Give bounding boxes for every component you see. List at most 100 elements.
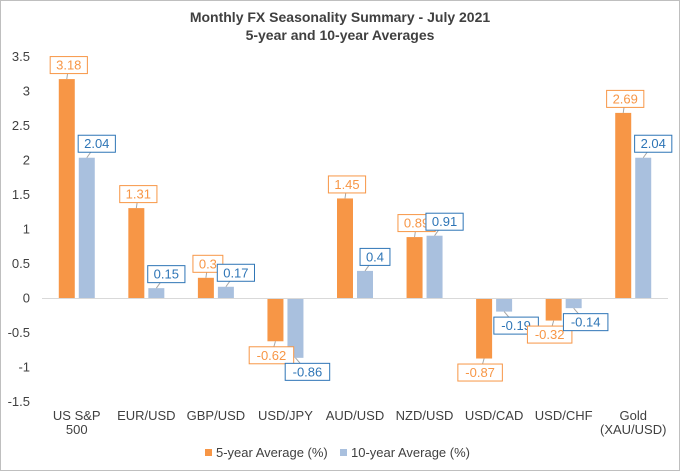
- label-box: [77, 134, 116, 153]
- x-tick-label: USD/JPY: [258, 408, 313, 423]
- data-label-10yr: 2.04: [77, 134, 116, 159]
- data-label-text: -0.87: [465, 365, 495, 380]
- data-label-10yr: 2.04: [634, 134, 673, 159]
- label-box: [457, 363, 503, 382]
- y-tick-label: 1.5: [12, 187, 30, 202]
- chart-subtitle: 5-year and 10-year Averages: [246, 27, 435, 43]
- legend-swatch-5yr: [205, 449, 212, 456]
- bar-5yr: [476, 298, 493, 359]
- bar-10yr: [426, 235, 443, 299]
- legend-swatch-10yr: [340, 449, 347, 456]
- data-label-5yr: -0.62: [248, 341, 295, 365]
- data-label-10yr: 0.91: [425, 212, 464, 237]
- data-label-10yr: 0.17: [216, 263, 255, 288]
- legend-label-10yr: 10-year Average (%): [351, 445, 470, 460]
- bar-10yr: [78, 157, 95, 299]
- label-box: [327, 175, 367, 194]
- data-label-text: 0.3: [199, 256, 217, 271]
- x-tick-label: 500: [66, 422, 88, 437]
- label-box: [248, 346, 295, 365]
- data-label-text: -0.62: [257, 348, 287, 363]
- label-box: [425, 212, 464, 231]
- data-label-10yr: 0.15: [147, 265, 186, 289]
- y-tick-label: 3.5: [12, 49, 30, 64]
- label-box: [49, 56, 88, 75]
- bar-5yr: [128, 208, 145, 299]
- bar-10yr: [635, 157, 652, 299]
- y-tick-label: -1.5: [8, 394, 30, 409]
- x-tick-label: USD/CAD: [465, 408, 524, 423]
- bar-5yr: [337, 198, 353, 299]
- bar-10yr: [287, 298, 304, 358]
- label-box: [119, 185, 158, 204]
- data-label-text: 3.18: [56, 58, 81, 73]
- bar-5yr: [406, 237, 423, 299]
- label-box: [562, 313, 609, 332]
- data-label-text: -0.19: [501, 318, 531, 333]
- label-box: [359, 247, 391, 266]
- data-label-5yr: 1.31: [119, 185, 158, 209]
- data-label-text: 0.89: [404, 216, 429, 231]
- x-tick-label: GBP/USD: [187, 408, 246, 423]
- y-tick-label: 2.5: [12, 118, 30, 133]
- bar-10yr: [148, 288, 165, 299]
- label-box: [147, 265, 186, 284]
- bar-10yr: [217, 286, 234, 299]
- y-tick-label: 0.5: [12, 256, 30, 271]
- data-label-10yr: -0.14: [562, 307, 609, 332]
- data-label-text: 1.45: [334, 177, 359, 192]
- y-tick-label: 0: [23, 291, 30, 306]
- data-label-5yr: 2.69: [606, 89, 645, 113]
- data-label-5yr: 0.3: [192, 254, 224, 278]
- bar-5yr: [267, 298, 284, 342]
- x-tick-label: US S&P: [53, 408, 101, 423]
- data-label-5yr: -0.32: [526, 320, 573, 344]
- bar-10yr: [565, 298, 582, 309]
- label-box: [606, 89, 645, 108]
- y-tick-label: 1: [23, 222, 30, 237]
- data-label-text: -0.32: [535, 327, 565, 342]
- bar-10yr: [496, 298, 513, 312]
- bar-5yr: [197, 277, 214, 299]
- data-label-text: 1.31: [126, 187, 151, 202]
- label-box: [526, 325, 573, 344]
- bar-5yr: [545, 298, 562, 321]
- x-tick-label: (XAU/USD): [600, 422, 666, 437]
- data-label-5yr: 1.45: [327, 175, 367, 199]
- y-tick-label: 3: [23, 84, 30, 99]
- data-label-text: 2.69: [613, 91, 638, 106]
- data-label-text: 0.4: [366, 249, 384, 264]
- bar-5yr: [58, 79, 75, 299]
- x-tick-label: USD/CHF: [535, 408, 593, 423]
- x-tick-label: AUD/USD: [326, 408, 385, 423]
- data-label-text: 0.17: [223, 265, 248, 280]
- x-tick-label: Gold: [619, 408, 646, 423]
- y-tick-label: -1: [18, 360, 30, 375]
- x-tick-label: NZD/USD: [396, 408, 454, 423]
- bars: [58, 79, 652, 359]
- data-label-text: -0.86: [293, 364, 323, 379]
- bar-5yr: [615, 112, 632, 299]
- y-tick-label: -0.5: [8, 325, 30, 340]
- data-label-10yr: -0.86: [284, 357, 331, 381]
- chart-title: Monthly FX Seasonality Summary - July 20…: [190, 9, 491, 25]
- data-label-text: 0.91: [432, 214, 457, 229]
- label-box: [634, 134, 673, 153]
- data-label-text: 2.04: [641, 136, 666, 151]
- data-label-text: -0.14: [571, 315, 601, 330]
- label-box: [284, 362, 331, 381]
- y-axis: 3.5 3 2.5 2 1.5 1 0.5 0 -0.5 -1 -1.5: [8, 49, 30, 409]
- bar-10yr: [357, 270, 373, 299]
- data-label-text: 0.15: [154, 267, 179, 282]
- data-label-text: 2.04: [84, 136, 109, 151]
- legend: 5-year Average (%) 10-year Average (%): [205, 445, 470, 460]
- data-labels: 3.18 2.04 1.31 0.15 0.3 0.17 -0.62 -0.86 1.45 0.4…: [49, 56, 673, 382]
- data-label-10yr: 0.4: [359, 247, 391, 272]
- x-tick-label: EUR/USD: [117, 408, 176, 423]
- data-label-5yr: 3.18: [49, 56, 88, 80]
- label-box: [216, 263, 255, 282]
- legend-label-5yr: 5-year Average (%): [216, 445, 328, 460]
- data-label-5yr: -0.87: [457, 358, 503, 382]
